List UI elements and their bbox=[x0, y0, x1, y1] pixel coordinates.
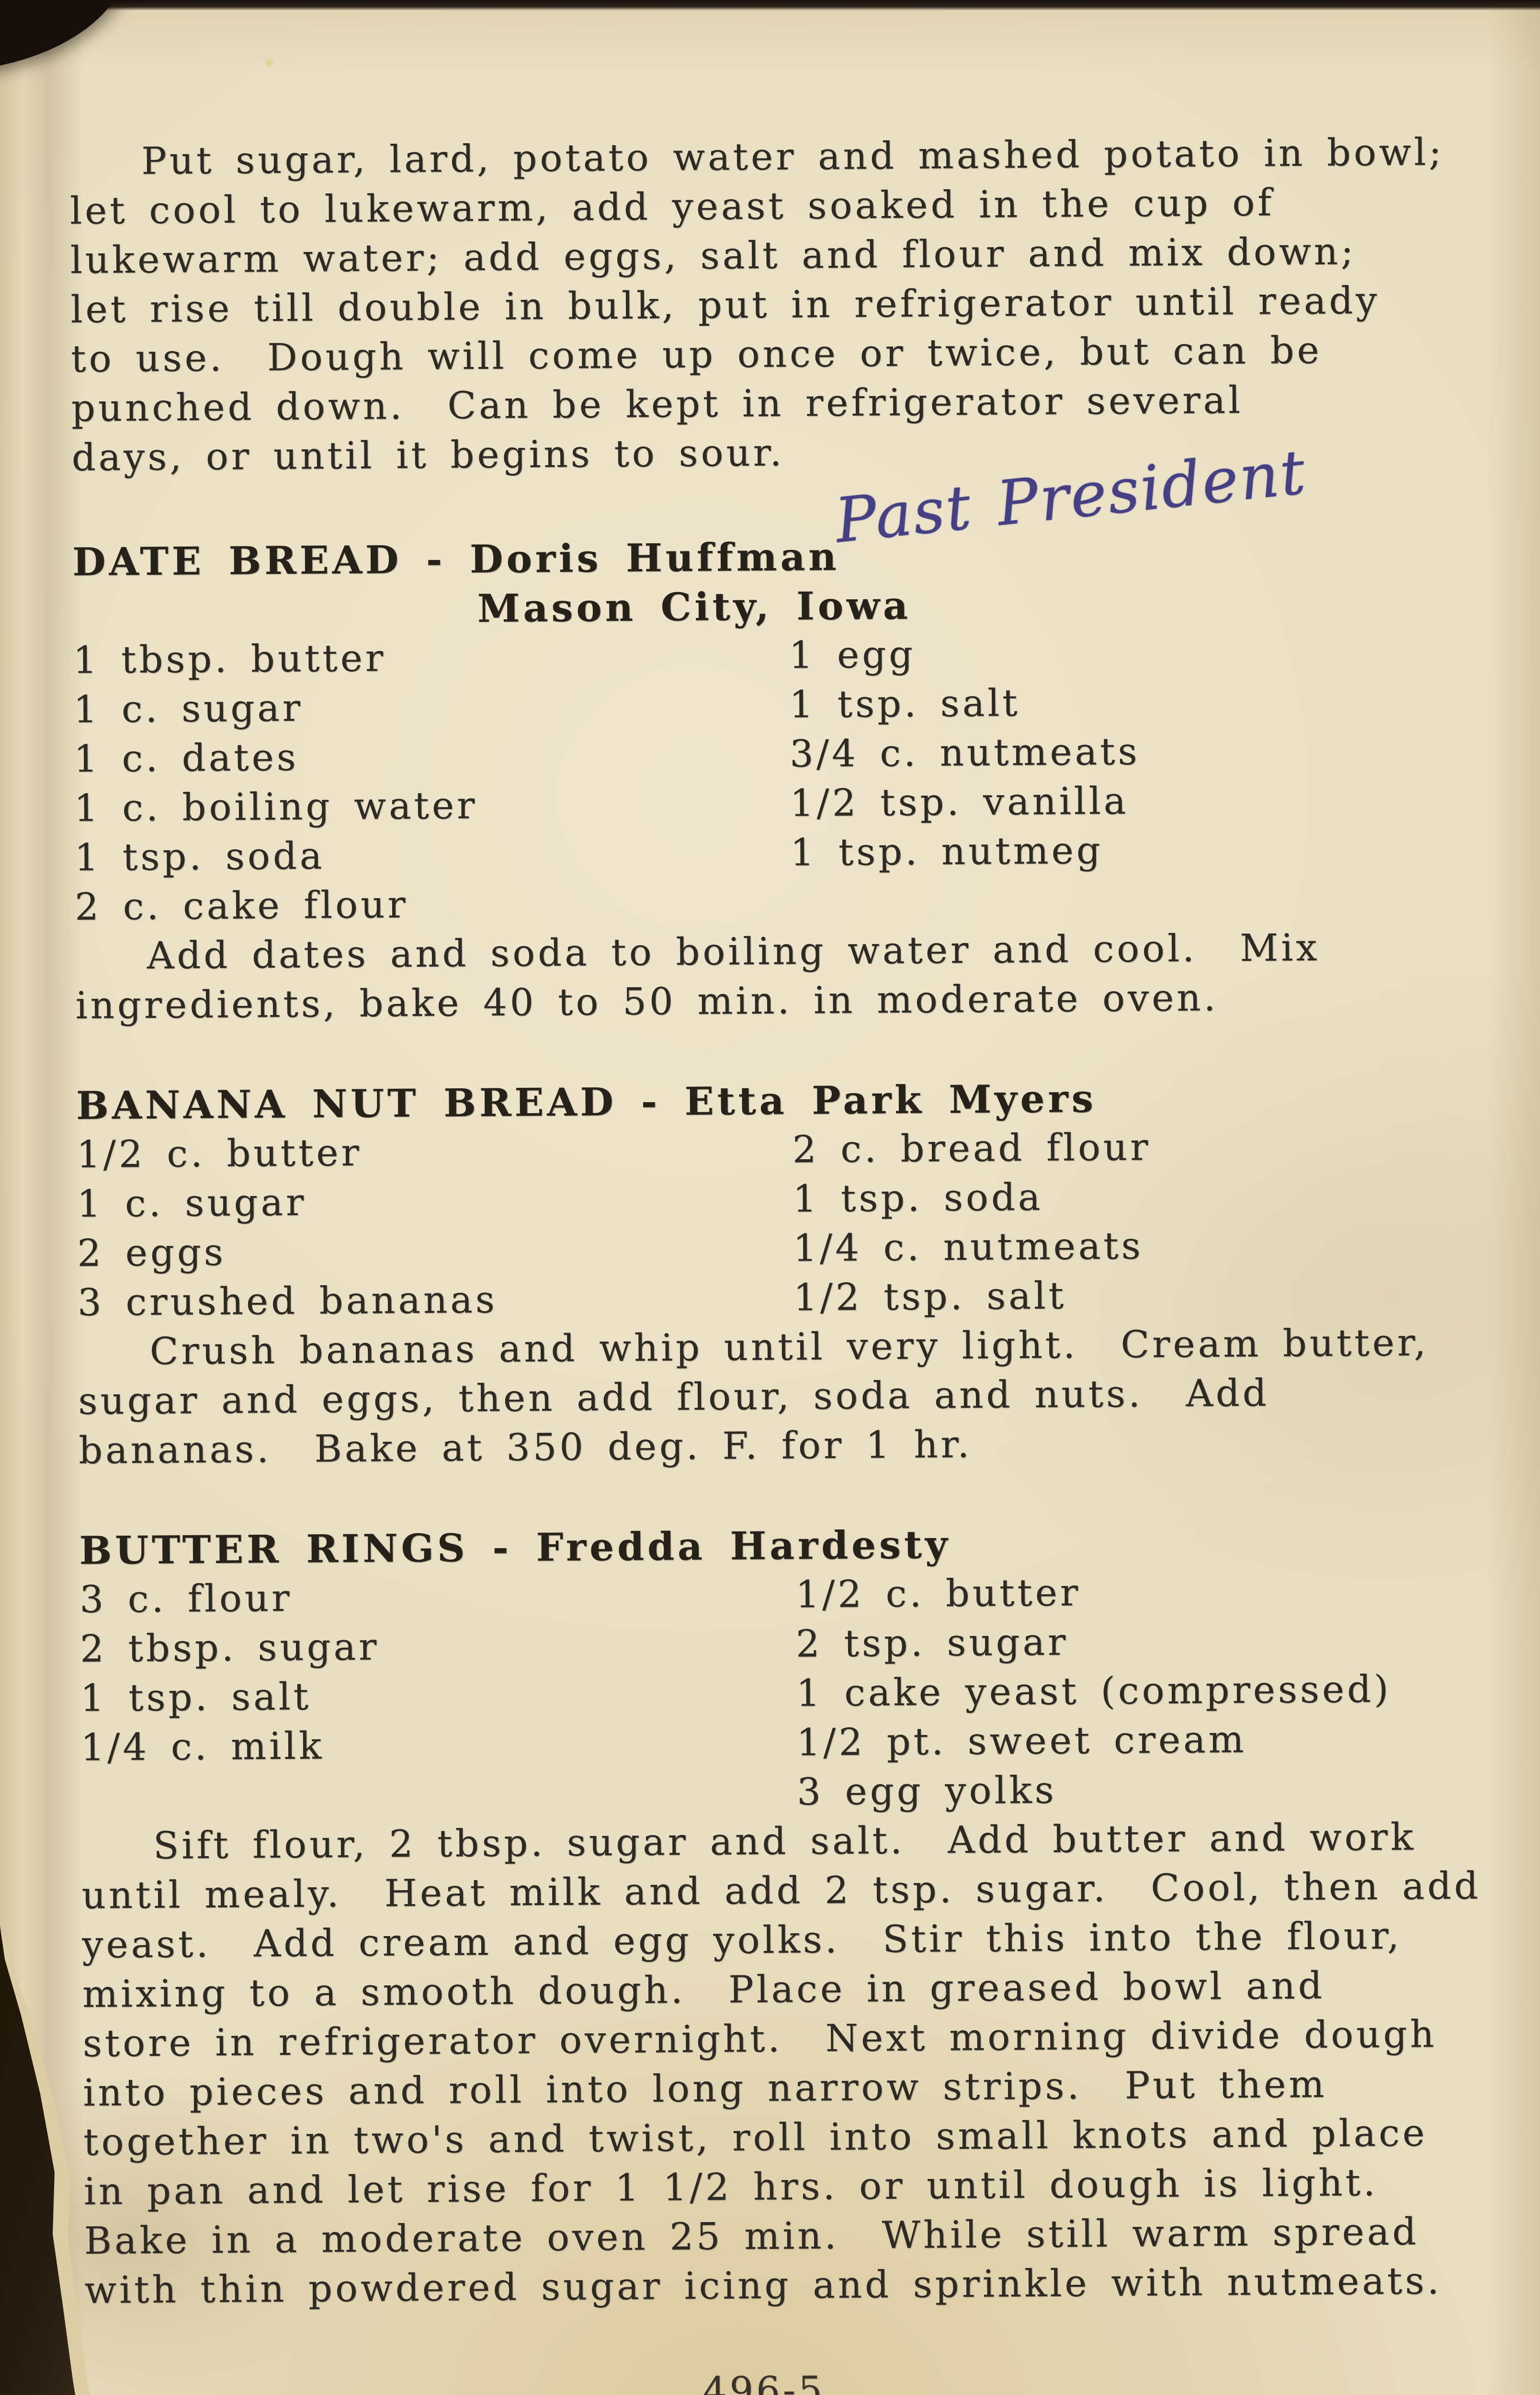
recipe-title: BANANA NUT BREAD bbox=[76, 1079, 617, 1128]
ingredients-columns: 1 tbsp. butter 1 c. sugar 1 c. dates 1 c… bbox=[73, 626, 1516, 932]
title-separator: - bbox=[616, 1079, 685, 1125]
intro-paragraph: Put sugar, lard, potato water and mashed… bbox=[69, 130, 1445, 479]
recipe-contributor: Fredda Hardesty bbox=[536, 1522, 951, 1570]
title-separator: - bbox=[468, 1525, 536, 1571]
page-content: Put sugar, lard, potato water and mashed… bbox=[69, 127, 1527, 2395]
recipe-instructions: Crush bananas and whip until very light.… bbox=[78, 1321, 1429, 1472]
ingredients-left: 1 tbsp. butter 1 c. sugar 1 c. dates 1 c… bbox=[73, 637, 478, 929]
recipe-banana-nut-bread: BANANA NUT BREAD - Etta Park Myers 1/2 c… bbox=[76, 1071, 1520, 1476]
ingredients-left: 1/2 c. butter 1 c. sugar 2 eggs 3 crushe… bbox=[76, 1131, 498, 1324]
recipe-butter-rings: BUTTER RINGS - Fredda Hardesty 3 c. flou… bbox=[79, 1516, 1526, 2315]
recipe-title: DATE BREAD bbox=[72, 537, 402, 584]
ingredients-right: 1/2 c. butter 2 tsp. sugar 1 cake yeast … bbox=[795, 1571, 1392, 1814]
ingredients-right: 1 egg 1 tsp. salt 3/4 c. nutmeats 1/2 ts… bbox=[789, 633, 1140, 875]
recipe-title: BUTTER RINGS bbox=[79, 1525, 468, 1573]
book-edge-top bbox=[0, 0, 1540, 11]
title-separator: - bbox=[401, 536, 470, 582]
ingredients-right: 2 c. bread flour 1 tsp. soda 1/4 c. nutm… bbox=[792, 1126, 1151, 1320]
ingredients-columns: 1/2 c. butter 1 c. sugar 2 eggs 3 crushe… bbox=[76, 1120, 1519, 1328]
recipe-contributor: Doris Huffman bbox=[469, 534, 840, 582]
recipe-date-bread: DATE BREAD - Doris Huffman Mason City, I… bbox=[72, 527, 1517, 1031]
book-corner-top-left bbox=[0, 0, 129, 72]
recipe-instructions: Add dates and soda to boiling water and … bbox=[75, 926, 1320, 1027]
recipe-instructions: Sift flour, 2 tbsp. sugar and salt. Add … bbox=[81, 1815, 1481, 2312]
page-number: 496-5 bbox=[702, 2369, 826, 2395]
recipe-contributor: Etta Park Myers bbox=[684, 1076, 1097, 1124]
ingredients-columns: 3 c. flour 2 tbsp. sugar 1 tsp. salt 1/4… bbox=[79, 1565, 1523, 1822]
ingredients-left: 3 c. flour 2 tbsp. sugar 1 tsp. salt 1/4… bbox=[79, 1576, 380, 1769]
